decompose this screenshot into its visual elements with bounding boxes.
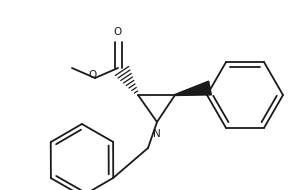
- Text: N: N: [153, 129, 161, 139]
- Text: O: O: [89, 70, 97, 80]
- Text: O: O: [114, 27, 122, 37]
- Polygon shape: [175, 81, 211, 96]
